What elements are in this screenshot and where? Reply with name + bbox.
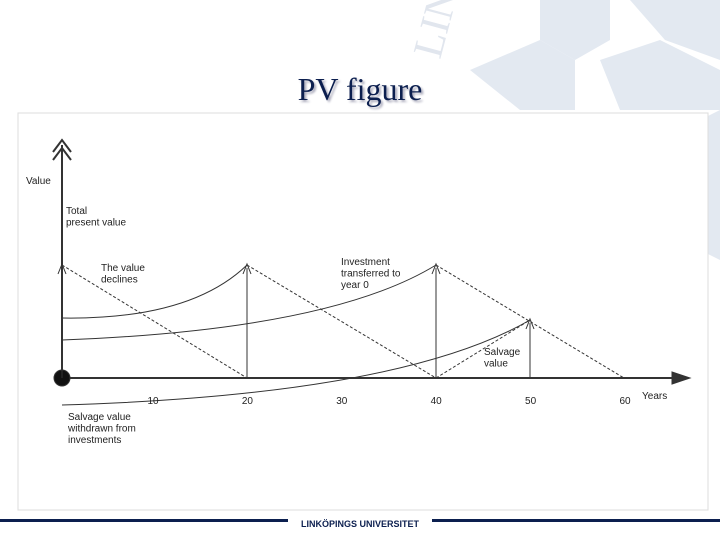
svg-text:LIN: LIN xyxy=(405,0,468,63)
annotation: value xyxy=(484,359,508,370)
x-tick-label: 30 xyxy=(336,396,348,407)
x-tick-label: 40 xyxy=(431,396,443,407)
x-axis-arrow xyxy=(671,371,692,385)
diagram xyxy=(52,138,692,406)
annotation: transferred to xyxy=(341,269,401,280)
footer: LINKÖPINGS UNIVERSITET xyxy=(0,514,720,529)
annotation: Salvage xyxy=(484,347,521,358)
x-tick-label: 60 xyxy=(619,396,631,407)
discount-curves xyxy=(61,264,531,406)
decline-lines xyxy=(61,264,625,379)
figure-panel xyxy=(17,112,709,511)
annotation: withdrawn from xyxy=(67,424,136,435)
annotation: investments xyxy=(68,435,121,446)
x-tick-label: 10 xyxy=(147,396,159,407)
investment-arrows xyxy=(57,262,535,378)
x-tick-label: 20 xyxy=(242,396,254,407)
annotation: declines xyxy=(101,275,138,286)
annotation: The value xyxy=(101,263,145,274)
annotation: Salvage value xyxy=(68,412,131,423)
x-tick-label: 50 xyxy=(525,396,537,407)
y-axis-label: Value xyxy=(26,176,51,187)
annotation: Total xyxy=(66,206,87,217)
annotation: Investment xyxy=(341,257,390,268)
footer-text: LINKÖPINGS UNIVERSITET xyxy=(301,519,420,529)
x-axis-label: Years xyxy=(642,391,667,402)
slide-title: PV figure xyxy=(298,71,423,107)
annotation: present value xyxy=(66,218,126,229)
annotation: year 0 xyxy=(341,280,369,291)
y-axis-arrow xyxy=(52,138,72,161)
